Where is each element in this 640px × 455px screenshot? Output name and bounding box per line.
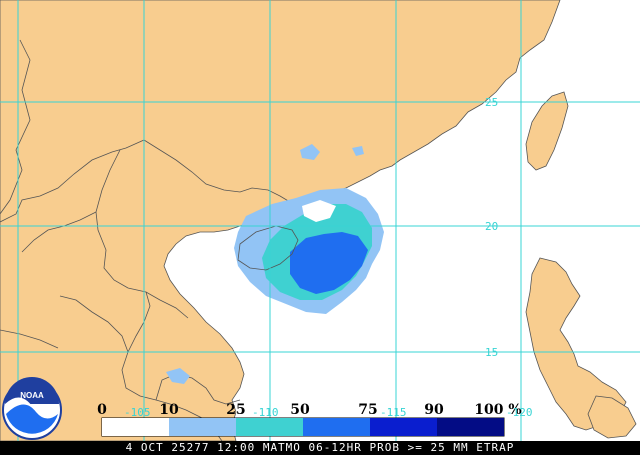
noaa-logo: NOAA [2, 377, 62, 440]
legend-swatch-75-90 [370, 418, 437, 436]
lat-label-25: 25 [485, 96, 498, 109]
legend-label-90: 90 [424, 402, 444, 418]
lat-label-15: 15 [485, 346, 498, 359]
legend-label-0: 0 [97, 402, 107, 418]
land-taiwan [525, 91, 569, 171]
graticule [0, 0, 640, 441]
legend-swatch-50-75 [303, 418, 370, 436]
prob-band-10-25-patch [300, 144, 320, 160]
lon-label-4: -120 [506, 406, 533, 419]
legend-label-50: 50 [290, 402, 310, 418]
legend: 0 10 25 50 75 90 100 % [97, 402, 522, 437]
lon-label-3: -115 [380, 406, 407, 419]
lat-label-20: 20 [485, 220, 498, 233]
probability-map: 25 20 15 NOAA 0 10 25 50 75 90 100 % [0, 0, 640, 441]
lon-label-1: -105 [124, 406, 151, 419]
prob-band-hainan-edge [237, 225, 299, 271]
lon-label-2: -110 [252, 406, 279, 419]
prob-band-50-75 [290, 232, 368, 294]
legend-swatch-0-10 [102, 418, 169, 436]
noaa-logo-text: NOAA [20, 391, 44, 400]
prob-band-ocean-gap [302, 200, 336, 222]
prob-band-10-25-patch [352, 146, 364, 156]
legend-label-25: 25 [226, 402, 245, 418]
status-bar: 4 OCT 25277 12:00 MATMO 06-12HR PROB >= … [0, 441, 640, 455]
land-philippines-south [587, 395, 637, 439]
country-borders [0, 39, 291, 441]
legend-swatch-10-25 [169, 418, 236, 436]
legend-label-10: 10 [159, 402, 179, 418]
probability-field [166, 144, 384, 384]
legend-swatch-90-100 [437, 418, 504, 436]
legend-label-75: 75 [358, 402, 377, 418]
legend-label-100: 100 % [474, 402, 521, 418]
legend-swatch-25-50 [236, 418, 303, 436]
prob-band-10-25-patch [166, 368, 190, 384]
